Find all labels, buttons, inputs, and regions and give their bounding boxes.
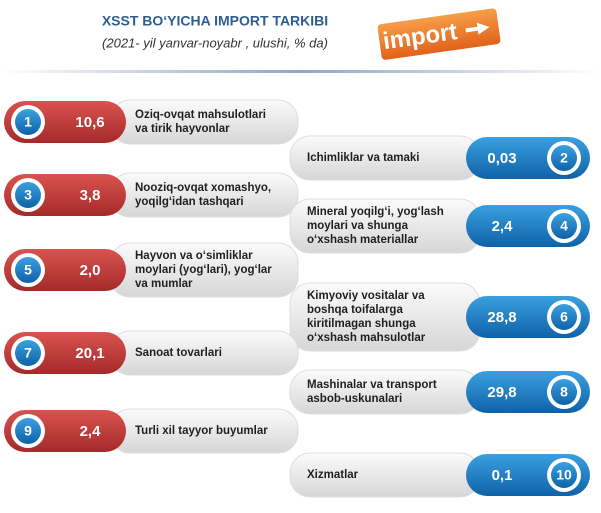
item-label: moylari (yog‘lari), yog‘lar bbox=[135, 264, 272, 276]
item-value: 10,6 bbox=[75, 114, 104, 131]
number-circle bbox=[551, 145, 577, 171]
number-circle bbox=[15, 418, 41, 444]
item-number: 8 bbox=[560, 384, 568, 400]
item-label: yoqilg‘idan tashqari bbox=[135, 196, 244, 208]
item-label: Sanoat tovarlari bbox=[135, 347, 222, 359]
item-value: 20,1 bbox=[75, 345, 104, 362]
number-circle bbox=[15, 257, 41, 283]
number-circle bbox=[551, 379, 577, 405]
item-value: 28,8 bbox=[487, 309, 516, 326]
item-value: 0,03 bbox=[487, 150, 516, 167]
item-value: 0,1 bbox=[492, 467, 513, 484]
item-label: o‘xshash materiallar bbox=[307, 234, 419, 246]
subtitle: (2021- yil yanvar-noyabr , ulushi, % da) bbox=[102, 35, 328, 50]
item-value: 2,4 bbox=[492, 218, 514, 235]
item-number: 3 bbox=[24, 187, 32, 203]
label-box bbox=[289, 369, 481, 415]
item-label: Mashinalar va transport bbox=[307, 379, 437, 391]
item-number: 4 bbox=[560, 218, 568, 234]
item-label: asbob-uskunalari bbox=[307, 393, 402, 405]
item-number: 9 bbox=[24, 423, 32, 439]
item-number: 2 bbox=[560, 150, 568, 166]
item-label: boshqa toifalarga bbox=[307, 304, 403, 316]
item-label: kiritilmagan shunga bbox=[307, 318, 416, 330]
item-label: o‘xshash mahsulotlar bbox=[307, 332, 426, 344]
item-label: va mumlar bbox=[135, 278, 193, 290]
item-value: 2,4 bbox=[80, 423, 102, 440]
label-box bbox=[109, 172, 299, 218]
item-label: Mineral yoqilg‘i, yog‘lash bbox=[307, 206, 444, 218]
item-value: 3,8 bbox=[80, 187, 101, 204]
badge: import bbox=[375, 6, 503, 62]
number-circle bbox=[551, 462, 577, 488]
item-number: 6 bbox=[560, 309, 568, 325]
item-number: 5 bbox=[24, 262, 32, 278]
number-circle bbox=[551, 304, 577, 330]
item-number: 10 bbox=[556, 467, 572, 483]
item-label: Oziq-ovqat mahsulotlari bbox=[135, 109, 266, 121]
item-value: 2,0 bbox=[80, 262, 101, 279]
item-label: va tirik hayvonlar bbox=[135, 123, 230, 135]
item-label: moylari va shunga bbox=[307, 220, 409, 232]
item-label: Hayvon va o‘simliklar bbox=[135, 250, 253, 262]
number-circle bbox=[15, 109, 41, 135]
item-number: 1 bbox=[24, 114, 32, 130]
badge-bg bbox=[375, 6, 503, 62]
item-label: Turli xil tayyor buyumlar bbox=[135, 425, 268, 437]
number-circle bbox=[551, 213, 577, 239]
title: XSST BO‘YICHA IMPORT TARKIBI bbox=[102, 13, 328, 29]
number-circle bbox=[15, 182, 41, 208]
divider bbox=[0, 70, 601, 73]
item-label: Kimyoviy vositalar va bbox=[307, 290, 425, 302]
item-label: Nooziq-ovqat xomashyo, bbox=[135, 182, 271, 194]
item-number: 7 bbox=[24, 345, 32, 361]
item-value: 29,8 bbox=[487, 384, 516, 401]
label-box bbox=[109, 99, 299, 145]
badge-arrow bbox=[465, 22, 490, 35]
item-label: Ichimliklar va tamaki bbox=[307, 152, 420, 164]
item-label: Xizmatlar bbox=[307, 469, 359, 481]
number-circle bbox=[15, 340, 41, 366]
